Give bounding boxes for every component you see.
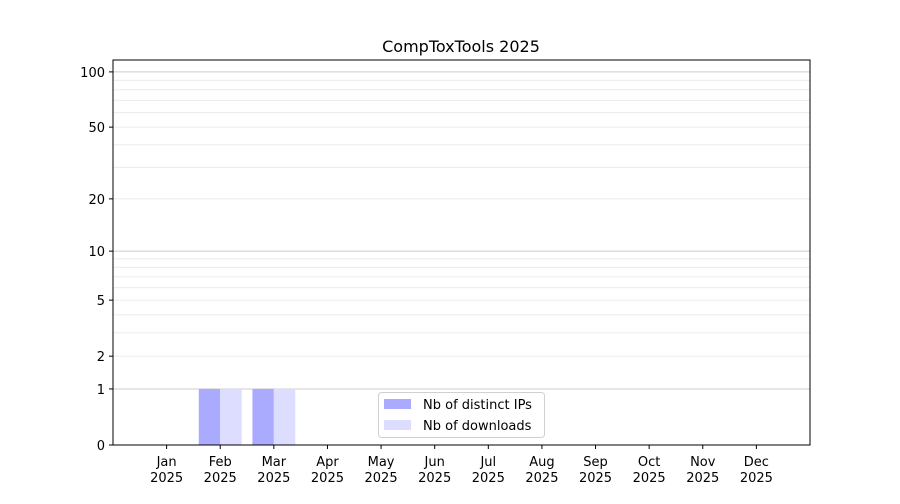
bar-nb-of-downloads [220, 388, 242, 445]
bar-nb-of-distinct-ips [198, 388, 221, 445]
x-tick-label: Feb 2025 [204, 455, 237, 486]
y-tick-label: 2 [97, 350, 105, 365]
y-tick-label: 0 [97, 439, 105, 454]
legend-label: Nb of distinct IPs [423, 398, 532, 413]
x-tick-label: Jun 2025 [418, 455, 451, 486]
x-tick-label: Oct 2025 [633, 455, 666, 486]
x-tick-label: Apr 2025 [311, 455, 344, 486]
x-tick-label: Mar 2025 [257, 455, 290, 486]
x-tick-label: Jul 2025 [472, 455, 505, 486]
x-tick-label: Sep 2025 [579, 455, 612, 486]
x-tick-label: Nov 2025 [686, 455, 719, 486]
y-axis: 0 1 2 5 10 20 50 100 [80, 66, 113, 454]
legend-label: Nb of downloads [423, 419, 532, 434]
y-tick-label: 50 [88, 121, 105, 136]
x-tick-label: Aug 2025 [525, 455, 558, 486]
legend-swatch [384, 420, 411, 430]
x-axis: Jan 2025 Feb 2025 Mar 2025 Apr 2025 May 2025 Jun 20… [150, 445, 773, 486]
plot-frame [112, 59, 811, 446]
bar-nb-of-distinct-ips [252, 388, 274, 445]
y-tick-label: 10 [88, 245, 105, 260]
bar-nb-of-downloads [273, 388, 296, 445]
bars [198, 388, 296, 445]
legend-swatch [384, 399, 411, 409]
y-tick-label: 5 [97, 294, 105, 309]
y-tick-label: 20 [88, 193, 105, 208]
y-tick-label: 100 [80, 66, 105, 81]
legend-box [378, 392, 545, 438]
x-tick-label: Dec 2025 [740, 455, 773, 486]
x-tick-label: May 2025 [365, 455, 398, 486]
x-tick-label: Jan 2025 [150, 455, 183, 486]
chart-title: CompTox​Tools 2025 [382, 37, 540, 56]
y-tick-label: 1 [97, 383, 105, 398]
grid [113, 71, 810, 390]
legend: Nb of distinct IPs Nb of downloads [378, 392, 545, 438]
